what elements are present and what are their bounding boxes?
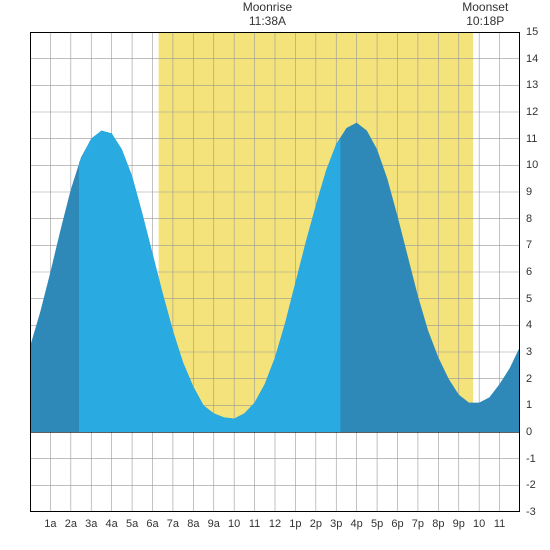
y-tick-label: 15	[526, 26, 538, 38]
y-tick-label: 13	[526, 79, 538, 91]
x-tick-label: 6a	[146, 518, 158, 530]
x-tick-label: 6p	[391, 518, 403, 530]
x-tick-label: 10	[228, 518, 240, 530]
y-tick-label: 2	[526, 373, 532, 385]
x-tick-label: 4p	[351, 518, 363, 530]
y-tick-label: 5	[526, 293, 532, 305]
x-tick-label: 1p	[289, 518, 301, 530]
x-tick-label: 2a	[65, 518, 77, 530]
x-tick-label: 5a	[126, 518, 138, 530]
x-tick-label: 12	[269, 518, 281, 530]
x-tick-label: 10	[473, 518, 485, 530]
x-tick-label: 2p	[310, 518, 322, 530]
y-tick-label: 12	[526, 106, 538, 118]
y-tick-label: 8	[526, 213, 532, 225]
x-tick-label: 5p	[371, 518, 383, 530]
x-tick-label: 11	[494, 518, 505, 530]
annot-time: 11:38A	[249, 14, 286, 28]
y-tick-label: 14	[526, 53, 538, 65]
x-tick-label: 3a	[85, 518, 97, 530]
y-tick-label: 7	[526, 239, 532, 251]
x-tick-label: 7p	[412, 518, 424, 530]
y-tick-label: 6	[526, 266, 532, 278]
x-tick-label: 1a	[44, 518, 56, 530]
x-tick-label: 9a	[208, 518, 220, 530]
x-tick-label: 7a	[167, 518, 179, 530]
x-tick-label: 3p	[330, 518, 342, 530]
plot-area	[30, 32, 520, 512]
y-tick-label: 11	[526, 133, 537, 145]
y-tick-label: -1	[526, 453, 536, 465]
x-tick-label: 11	[249, 518, 260, 530]
x-tick-label: 8p	[432, 518, 444, 530]
y-tick-label: 3	[526, 346, 532, 358]
tide-chart: Moonrise11:38A Moonset10:18P 1a 2a 3a 4a 5a 6a…	[0, 0, 550, 550]
annot-label: Moonset	[462, 0, 508, 14]
y-tick-label: -3	[526, 506, 536, 518]
annot-label: Moonrise	[243, 0, 292, 14]
y-tick-label: 4	[526, 319, 532, 331]
y-tick-label: 9	[526, 186, 532, 198]
y-tick-label: 1	[526, 399, 532, 411]
chart-svg	[30, 32, 520, 512]
annot-time: 10:18P	[466, 14, 504, 28]
y-tick-label: 10	[526, 159, 538, 171]
x-tick-label: 4a	[106, 518, 118, 530]
x-tick-label: 9p	[453, 518, 465, 530]
y-tick-label: -2	[526, 479, 536, 491]
y-tick-label: 0	[526, 426, 532, 438]
x-tick-label: 8a	[187, 518, 199, 530]
